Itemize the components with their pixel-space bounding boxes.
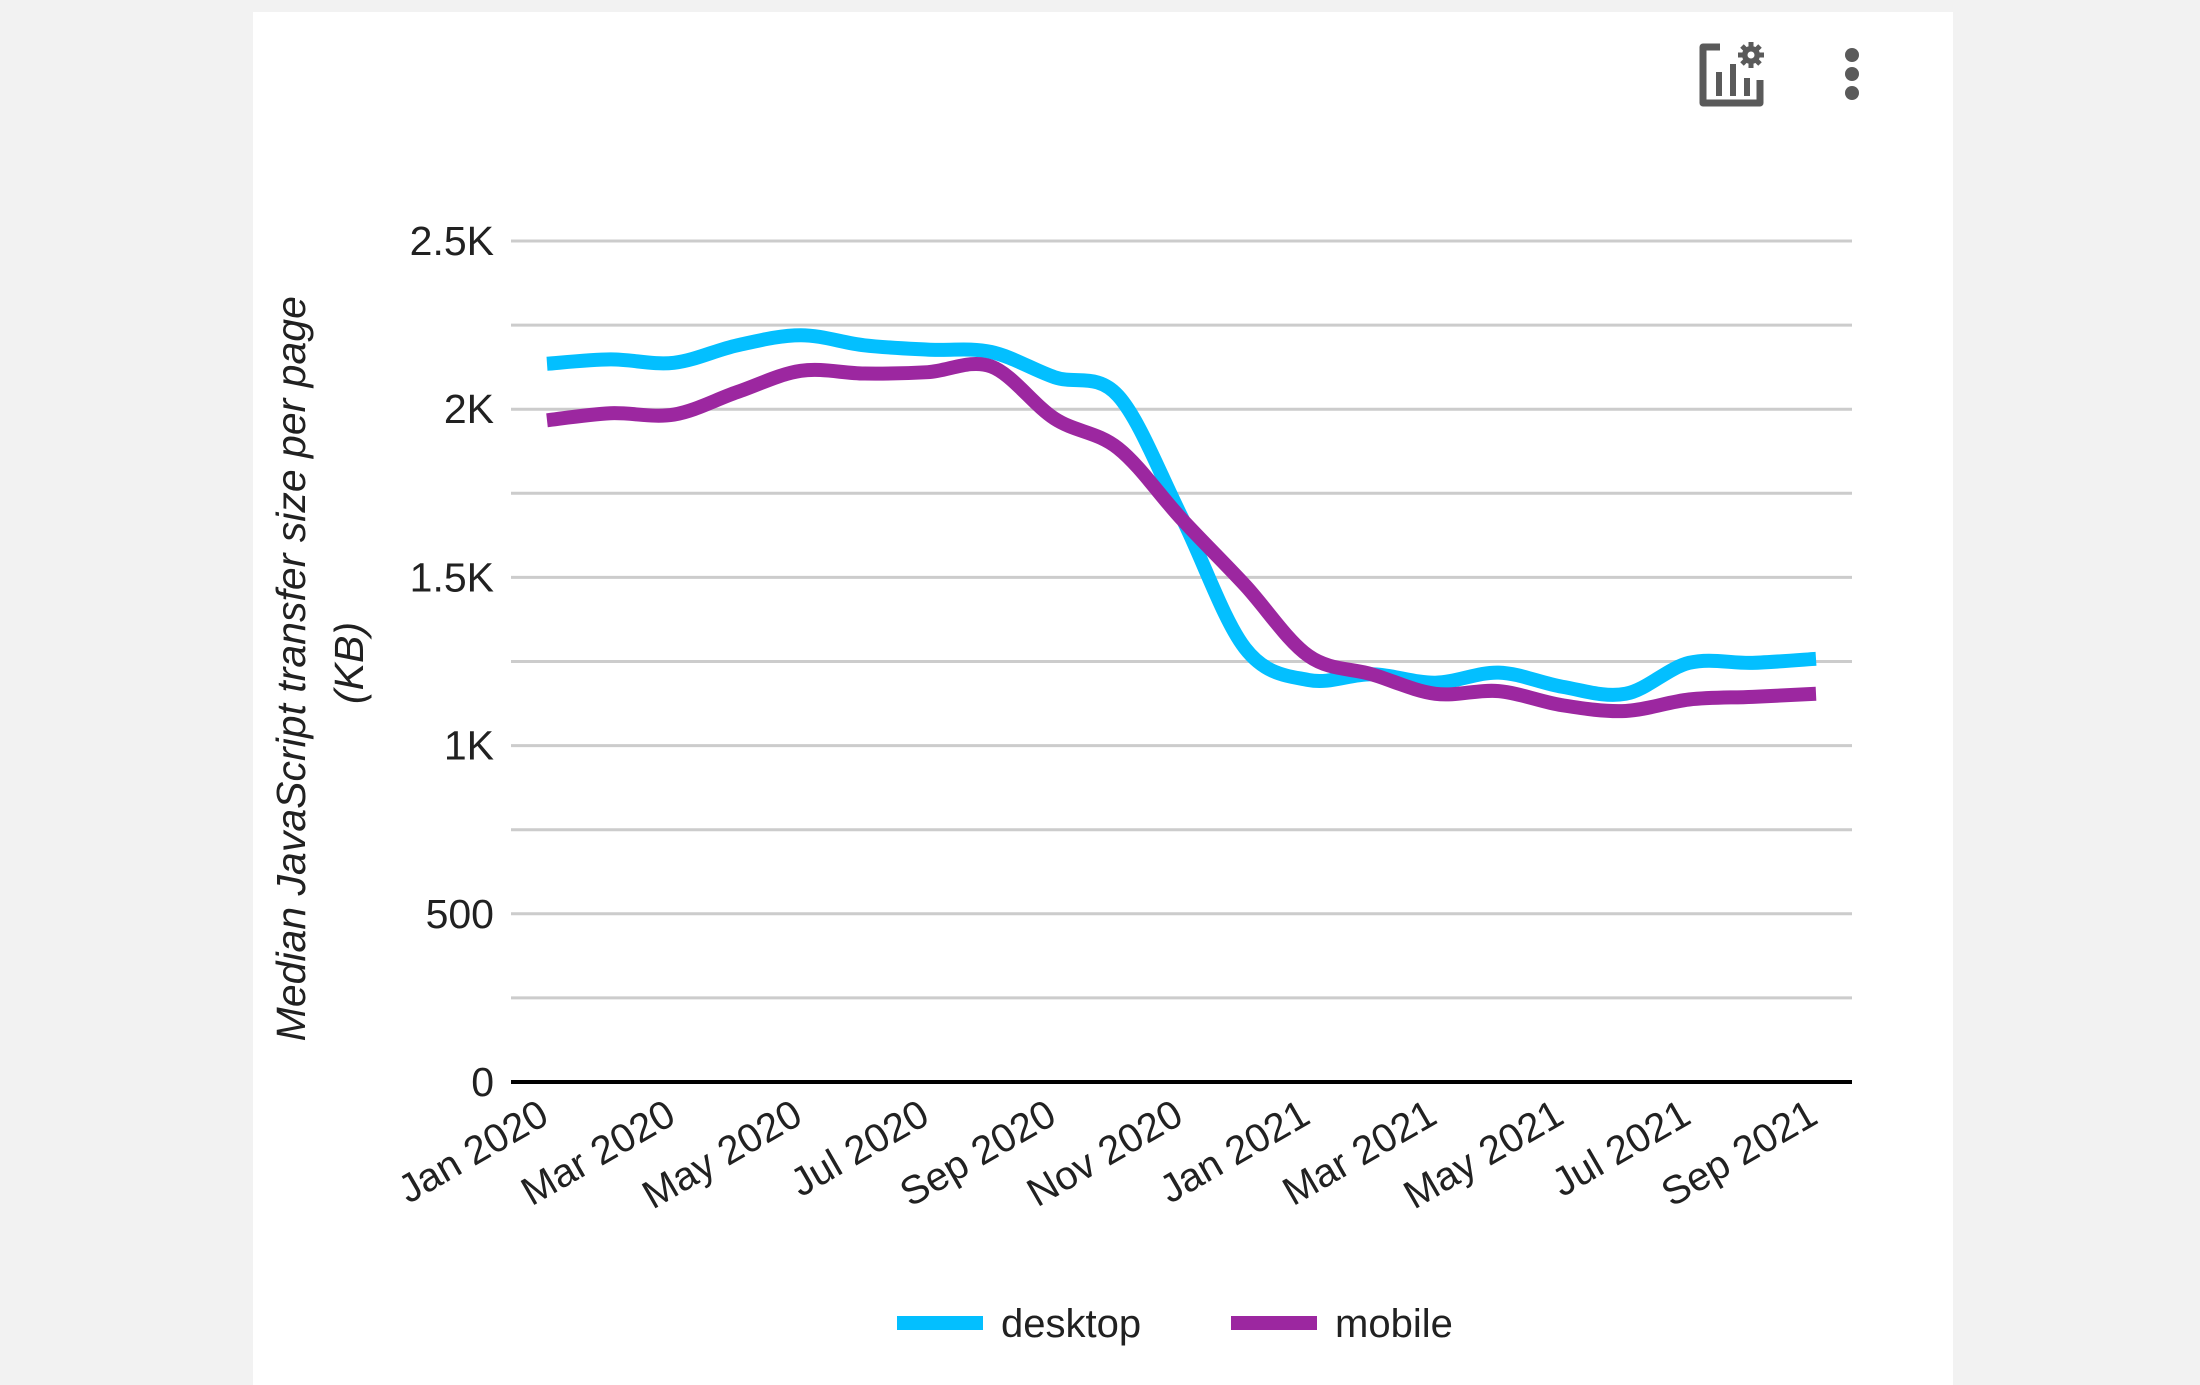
- y-tick-label: 1.5K: [410, 554, 494, 600]
- y-tick-label: 2.5K: [410, 218, 494, 264]
- y-axis-title-line-1: Median JavaScript transfer size per page: [268, 296, 314, 1041]
- y-axis-title: Median JavaScript transfer size per page…: [268, 285, 372, 1042]
- series-lines: [546, 328, 1817, 719]
- legend-item-desktop[interactable]: desktop: [897, 1302, 1141, 1346]
- legend-label-desktop: desktop: [1001, 1302, 1141, 1346]
- legend-swatch-mobile: [1231, 1316, 1317, 1330]
- more-vertical-icon[interactable]: [1830, 40, 1874, 106]
- y-tick-label: 2K: [444, 386, 494, 432]
- y-axis-title-line-2: (KB): [326, 622, 372, 704]
- legend-label-mobile: mobile: [1335, 1302, 1453, 1346]
- legend-swatch-desktop: [897, 1316, 983, 1330]
- legend-item-mobile[interactable]: mobile: [1231, 1302, 1453, 1346]
- y-tick-label: 0: [471, 1059, 494, 1105]
- legend: desktop mobile: [897, 1302, 1453, 1346]
- gridlines: [511, 239, 1852, 1084]
- chart-settings-icon[interactable]: [1640, 30, 1780, 120]
- y-tick-label: 1K: [444, 723, 494, 769]
- series-line-mobile: [546, 356, 1817, 719]
- y-tick-labels: 0 500 1K 1.5K 2K 2.5K: [410, 218, 494, 1105]
- y-tick-label: 500: [426, 891, 494, 937]
